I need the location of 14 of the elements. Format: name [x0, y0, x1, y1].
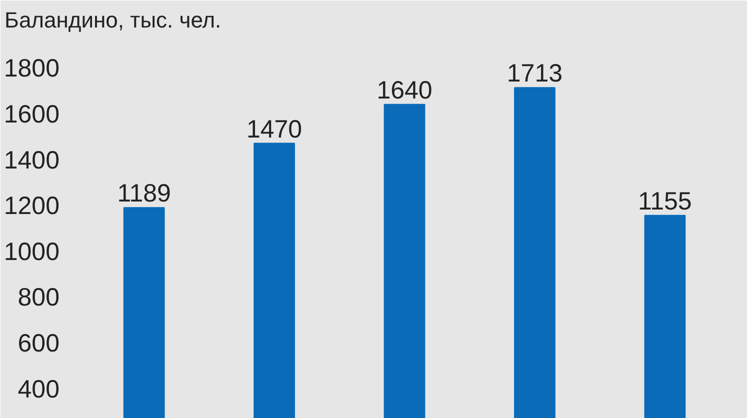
y-tick-label: 400	[18, 375, 60, 404]
y-tick-label: 1400	[4, 146, 60, 174]
y-tick-label: 600	[18, 329, 60, 358]
data-label: 1155	[638, 187, 692, 216]
y-tick-label: 1000	[4, 238, 60, 266]
y-tick-label: 1200	[4, 192, 60, 220]
y-tick-label: 1800	[4, 54, 60, 83]
y-tick-label: 1600	[4, 100, 60, 129]
data-label: 1189	[117, 180, 171, 208]
data-label: 1640	[376, 76, 432, 104]
y-tick-label: 800	[18, 284, 60, 312]
chart-title: Баландино, тыс. чел.	[4, 8, 222, 32]
data-label: 1713	[506, 60, 563, 88]
data-label: 1470	[246, 115, 302, 144]
